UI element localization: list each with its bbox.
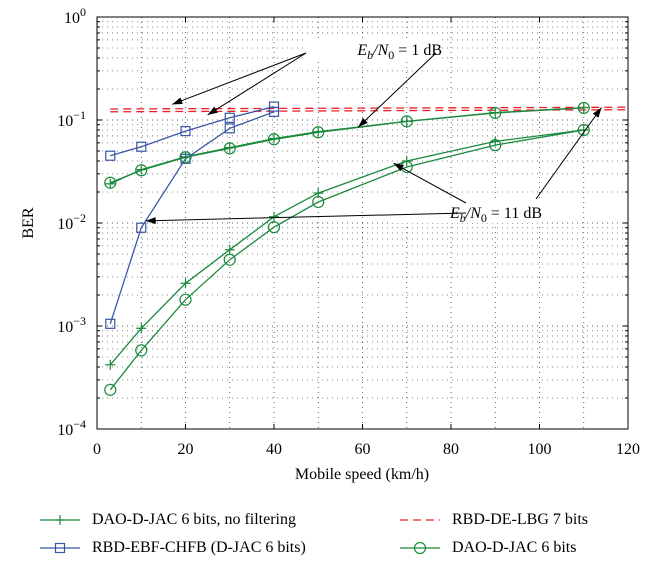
circle-marker xyxy=(179,151,192,164)
square-marker xyxy=(268,106,280,117)
plus-marker xyxy=(269,133,279,144)
plus-marker xyxy=(105,178,116,189)
annotation-arrow-line xyxy=(393,162,467,204)
circle-marker xyxy=(135,344,148,357)
legend-label: DAO-D-JAC 6 bits, no filtering xyxy=(92,511,296,528)
axis-ticks xyxy=(96,16,629,430)
plus-marker xyxy=(224,244,235,255)
annotation-arrowhead xyxy=(172,97,183,105)
circle-marker xyxy=(223,142,236,155)
marker-layer xyxy=(104,101,590,396)
square-marker xyxy=(268,101,280,112)
x-tick-label: 120 xyxy=(616,441,640,458)
annotation-arrowhead xyxy=(207,106,218,115)
series-layer xyxy=(109,105,628,391)
circle-marker xyxy=(223,253,236,266)
plus-marker xyxy=(490,107,501,118)
y-tick-label: 10−1 xyxy=(57,108,86,130)
legend-swatch xyxy=(400,519,440,521)
plus-marker xyxy=(55,515,65,525)
square-marker xyxy=(54,542,66,554)
legend-item: DAO-D-JAC 6 bits xyxy=(398,536,576,560)
ann-11db: Eb/N0 = 11 dB xyxy=(145,107,602,225)
plus-marker xyxy=(180,151,191,162)
circle-marker xyxy=(267,221,281,234)
annotation-label-bg xyxy=(304,39,442,60)
annotation-arrow-line xyxy=(207,52,307,116)
annotation-arrow-line xyxy=(535,107,602,200)
x-tick-label: 80 xyxy=(443,441,459,458)
x-tick-label: 60 xyxy=(355,441,371,458)
plus-marker xyxy=(578,124,589,135)
legend-item: RBD-EBF-CHFB (D-JAC 6 bits) xyxy=(38,536,306,560)
ber-chart: 0 20 40 60 80 100 120 100 10−1 10−2 10−3 10−4 Eb/N… xyxy=(20,5,640,483)
annotation-arrowhead xyxy=(592,107,602,118)
y-tick-label: 10−4 xyxy=(57,417,86,439)
circle-marker xyxy=(312,126,325,139)
annotation-arrow-line xyxy=(145,212,467,222)
y-tick-label: 100 xyxy=(64,5,86,27)
circle-marker xyxy=(312,195,325,209)
x-tick-label: 20 xyxy=(178,441,194,458)
y-axis-label: BER xyxy=(20,207,37,238)
legend-item: DAO-D-JAC 6 bits, no filtering xyxy=(38,508,296,532)
square-marker xyxy=(136,222,147,233)
x-tick-labels: 0 20 40 60 80 100 120 xyxy=(93,441,640,458)
circle-marker xyxy=(267,133,281,146)
plus-marker xyxy=(136,164,147,175)
square-marker xyxy=(224,123,235,134)
circle-marker xyxy=(400,115,413,128)
series-line xyxy=(110,106,628,110)
legend-swatch xyxy=(40,515,80,525)
circle-marker xyxy=(179,293,192,306)
x-tick-label: 0 xyxy=(93,441,101,458)
square-marker xyxy=(105,318,116,329)
plus-marker xyxy=(401,116,412,127)
series-line xyxy=(110,105,275,157)
plus-marker xyxy=(105,359,116,370)
legend-label: DAO-D-JAC 6 bits xyxy=(452,539,577,556)
circle-marker xyxy=(577,101,590,115)
legend-label: RBD-DE-LBG 7 bits xyxy=(452,511,588,528)
plus-marker xyxy=(136,323,147,334)
y-tick-labels: 100 10−1 10−2 10−3 10−4 xyxy=(57,5,86,439)
y-tick-label: 10−3 xyxy=(57,314,86,336)
legend: DAO-D-JAC 6 bits, no filtering RBD-DE-LBG… xyxy=(28,508,648,564)
annotation-arrowhead xyxy=(393,163,404,172)
circle-marker xyxy=(489,106,502,120)
plus-marker xyxy=(269,211,279,222)
annotation-label: Eb/N0 = 1 dB xyxy=(356,42,442,62)
annotation-arrowhead xyxy=(358,117,368,128)
ann-1db: Eb/N0 = 1 dB xyxy=(172,39,442,128)
plus-marker xyxy=(224,142,235,153)
circle-marker xyxy=(104,383,117,396)
x-axis-label: Mobile speed (km/h) xyxy=(295,466,429,483)
legend-label: RBD-EBF-CHFB (D-JAC 6 bits) xyxy=(92,539,306,556)
series-line xyxy=(109,129,584,391)
square-marker xyxy=(136,141,147,152)
annotation-arrow-line xyxy=(172,52,307,105)
circle-marker xyxy=(135,164,148,177)
square-marker xyxy=(105,150,116,161)
circle-marker xyxy=(489,139,502,152)
annotations: Eb/N0 = 1 dB Eb/N0 = 11 dB xyxy=(145,39,602,225)
legend-swatch xyxy=(400,541,440,555)
circle-marker xyxy=(104,176,117,189)
annotation-arrow-line xyxy=(357,52,437,128)
plus-marker xyxy=(180,278,191,289)
legend-swatch xyxy=(40,542,80,554)
square-marker xyxy=(180,126,191,137)
x-tick-label: 40 xyxy=(266,441,282,458)
x-tick-label: 100 xyxy=(528,441,552,458)
circle-marker xyxy=(577,123,590,137)
circle-marker xyxy=(413,541,427,555)
annotation-arrowhead xyxy=(145,217,156,225)
plus-marker xyxy=(578,102,589,113)
legend-item: RBD-DE-LBG 7 bits xyxy=(398,508,588,532)
plus-marker xyxy=(313,126,324,137)
square-marker xyxy=(224,112,235,123)
annotation-label-bg xyxy=(392,202,542,223)
y-tick-label: 10−2 xyxy=(57,211,86,233)
